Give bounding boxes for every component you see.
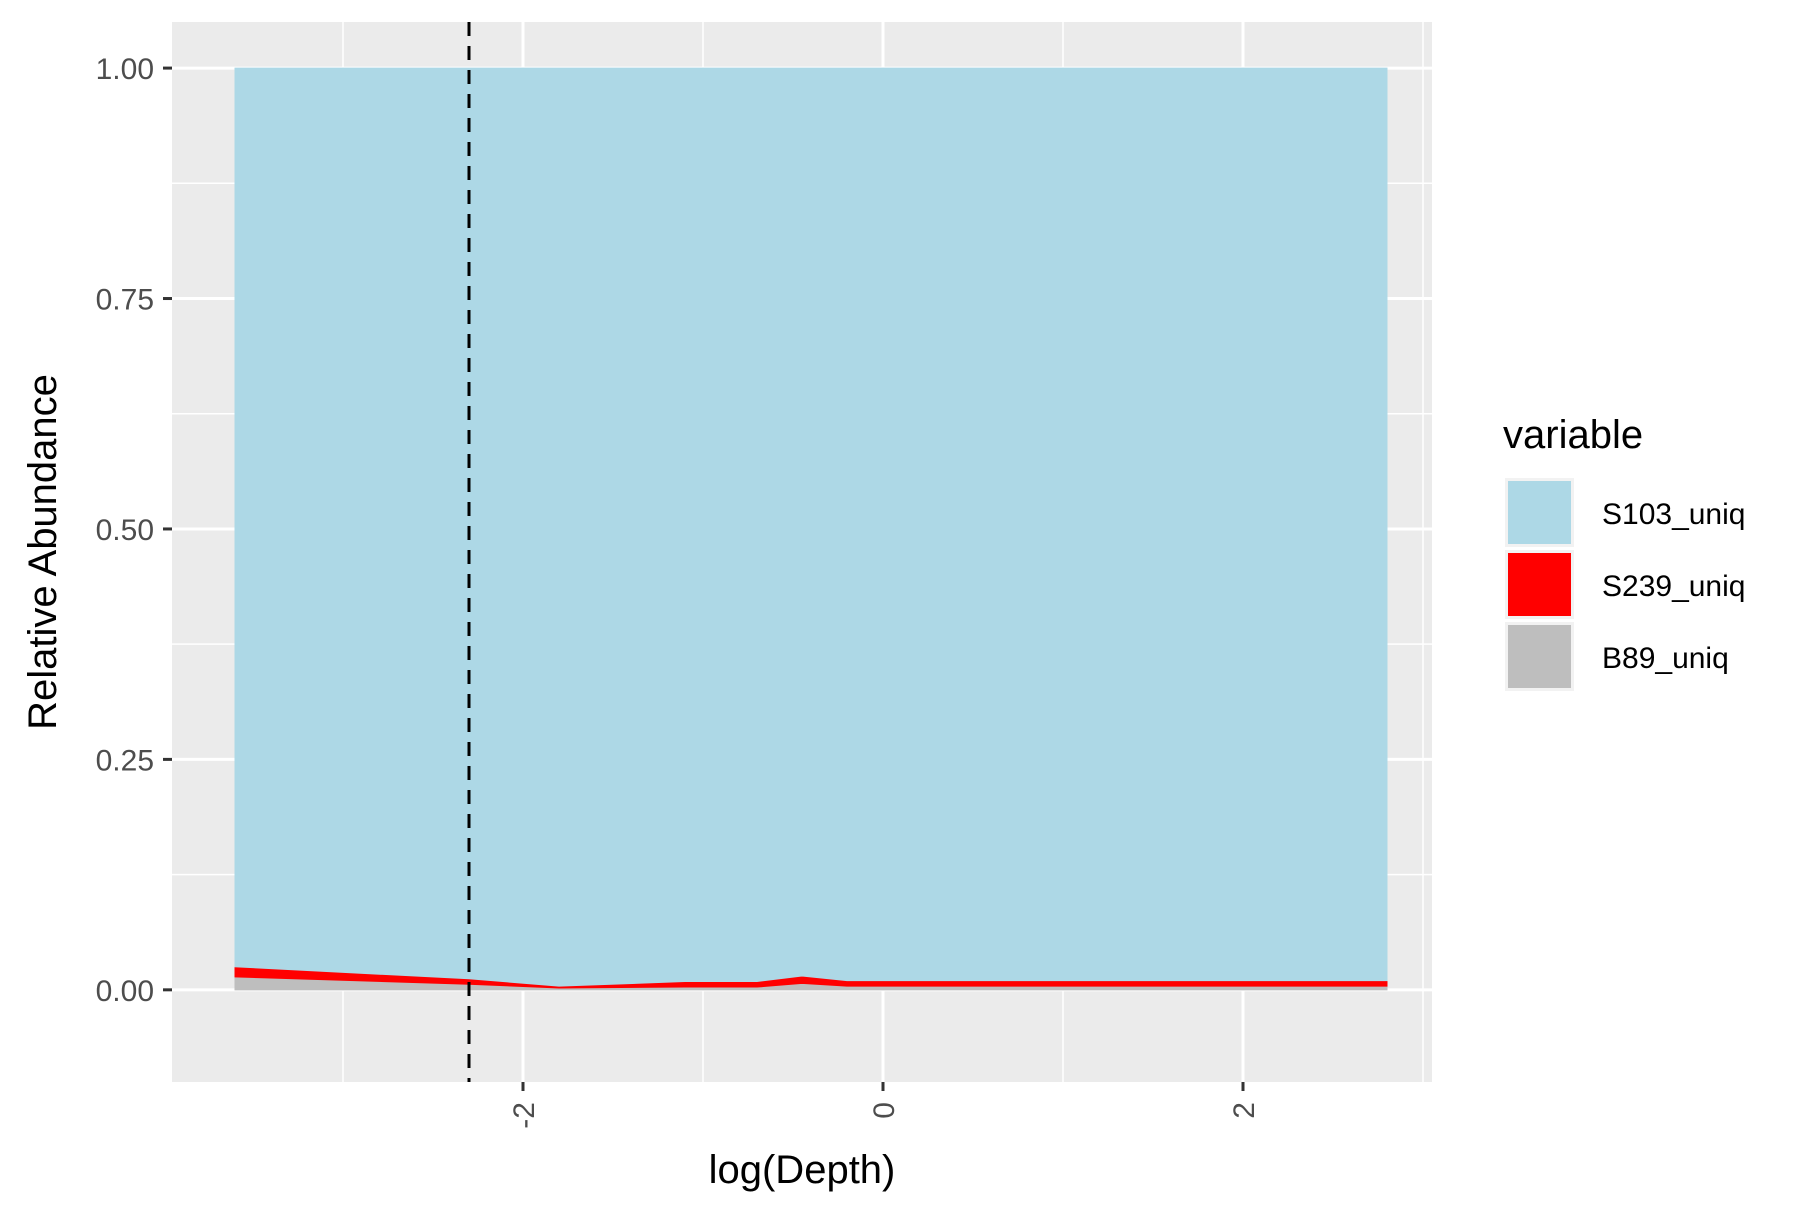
legend-label: S103_uniq — [1602, 498, 1745, 531]
x-tick-label: 0 — [868, 1102, 901, 1119]
y-tick-label: 0.50 — [96, 514, 154, 547]
y-tick-label: 0.00 — [96, 975, 154, 1008]
legend-title: variable — [1503, 413, 1643, 457]
x-tick-label: 2 — [1228, 1102, 1261, 1119]
y-tick-label: 1.00 — [96, 53, 154, 86]
legend-label: S239_uniq — [1602, 570, 1745, 603]
y-tick-label: 0.25 — [96, 744, 154, 777]
legend-label: B89_uniq — [1602, 642, 1729, 675]
y-tick-label: 0.75 — [96, 284, 154, 317]
x-tick-label: -2 — [508, 1102, 541, 1129]
legend-swatch — [1508, 625, 1571, 688]
legend-swatch — [1508, 553, 1571, 616]
x-axis-label: log(Depth) — [709, 1148, 896, 1192]
legend-swatch — [1508, 481, 1571, 544]
area-s103-uniq — [234, 67, 1388, 987]
y-axis-label: Relative Abundance — [21, 374, 65, 730]
